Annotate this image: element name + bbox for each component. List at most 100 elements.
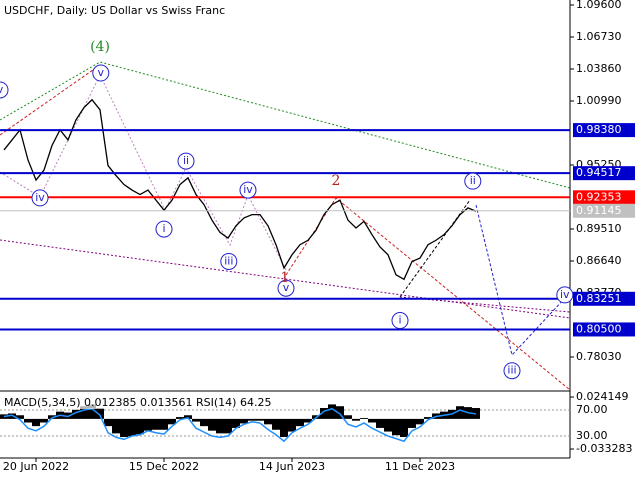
wave-circle xyxy=(239,181,257,199)
macd-bar xyxy=(344,415,352,419)
y-tick-label: 0.89510 xyxy=(576,222,622,235)
level-label-box xyxy=(573,190,635,205)
y-tick-label: -0.033283 xyxy=(576,442,632,455)
macd-bar xyxy=(400,418,408,437)
level-label: 0.83251 xyxy=(576,292,622,305)
macd-bar xyxy=(336,406,344,419)
macd-bar xyxy=(160,418,168,430)
macd-bar xyxy=(384,418,392,432)
macd-bar xyxy=(152,418,160,430)
macd-bar xyxy=(8,413,16,419)
macd-bar xyxy=(128,418,136,437)
macd-bar xyxy=(32,418,40,427)
macd-bar xyxy=(280,418,288,437)
trendline xyxy=(0,61,570,189)
macd-bar xyxy=(96,408,104,419)
wave-circle xyxy=(391,312,409,330)
macd-bar xyxy=(136,418,144,435)
wave-label: 1 xyxy=(280,270,289,286)
macd-bar xyxy=(24,418,32,423)
macd-bar xyxy=(200,418,208,427)
macd-bar xyxy=(328,404,336,419)
wave-circle xyxy=(92,64,110,82)
wave-label: iii xyxy=(507,364,516,377)
wave-label: iii xyxy=(224,254,233,267)
macd-bar xyxy=(0,414,8,419)
wave-circle xyxy=(220,252,238,270)
indicator-title: MACD(5,34,5) 0.012385 0.013561 RSI(14) 6… xyxy=(4,396,271,409)
macd-bar xyxy=(216,418,224,434)
y-tick-label: 1.03860 xyxy=(576,62,622,75)
macd-bar xyxy=(112,418,120,434)
macd-bar xyxy=(376,418,384,428)
wave-label: i xyxy=(398,314,401,327)
chart-title: USDCHF, Daily: US Dollar vs Swiss Franc xyxy=(4,4,225,17)
macd-bar xyxy=(424,417,432,419)
level-label: 0.91145 xyxy=(576,204,622,217)
level-label-box xyxy=(573,166,635,181)
macd-bar xyxy=(88,404,96,419)
macd-bar xyxy=(240,418,248,424)
level-label-box xyxy=(573,322,635,337)
x-tick-label: 20 Jun 2022 xyxy=(3,460,69,473)
macd-bar xyxy=(232,418,240,428)
x-tick-label: 15 Dec 2022 xyxy=(129,460,199,473)
macd-bar xyxy=(272,418,280,430)
trendline xyxy=(475,204,566,357)
trendline xyxy=(0,64,101,136)
macd-bar xyxy=(208,418,216,431)
macd-bar xyxy=(352,418,360,421)
y-tick-label: 0.78030 xyxy=(576,350,622,363)
macd-bar xyxy=(120,418,128,437)
macd-bar xyxy=(392,418,400,436)
wave-label: iv xyxy=(243,183,253,196)
level-label: 0.98380 xyxy=(576,123,622,136)
level-label-box xyxy=(573,123,635,138)
y2-tick-label: 70.00 xyxy=(576,403,608,416)
level-label-box xyxy=(573,291,635,306)
level-label-box xyxy=(573,203,635,218)
wave-circle xyxy=(31,189,49,207)
macd-bar xyxy=(288,418,296,432)
x-tick-label: 11 Dec 2023 xyxy=(385,460,455,473)
price-line xyxy=(3,98,477,281)
y-tick-label: 0.024149 xyxy=(576,390,629,403)
wave-label: ii xyxy=(470,174,476,187)
macd-bar xyxy=(296,418,304,427)
wave-circle xyxy=(177,152,195,170)
wave-circle xyxy=(556,286,574,304)
wave-label: iv xyxy=(35,191,45,204)
wave-circle xyxy=(277,279,295,297)
macd-bar xyxy=(248,418,256,421)
y-tick-label: 1.09600 xyxy=(576,0,622,11)
wave-label: (4) xyxy=(90,39,110,55)
wave-label: v xyxy=(98,66,105,79)
macd-bar xyxy=(264,418,272,425)
price-plot xyxy=(3,98,477,281)
level-label: 0.94517 xyxy=(576,166,622,179)
y-tick-label: 0.86640 xyxy=(576,254,622,267)
macd-bar xyxy=(360,417,368,419)
macd-bar xyxy=(168,418,176,425)
macd-bar xyxy=(224,418,232,434)
macd-bar xyxy=(320,408,328,419)
macd-bar xyxy=(368,418,376,423)
y2-tick-label: 30.00 xyxy=(576,429,608,442)
macd-bar xyxy=(40,418,48,423)
y-tick-label: 1.06730 xyxy=(576,30,622,43)
level-label: 0.92353 xyxy=(576,190,622,203)
wave-circle xyxy=(503,362,521,380)
rsi-line xyxy=(3,407,477,443)
wave-label: iv xyxy=(560,288,570,301)
macd-bar xyxy=(456,406,464,419)
wave-label: v xyxy=(283,281,290,294)
level-label: 0.80500 xyxy=(576,322,622,335)
macd-bar xyxy=(72,409,80,419)
macd-bar xyxy=(104,418,112,427)
macd-bar xyxy=(144,418,152,431)
wave-label: i xyxy=(162,222,165,235)
trendline xyxy=(0,73,287,271)
macd-bar xyxy=(416,418,424,425)
macd-bar xyxy=(80,406,88,419)
